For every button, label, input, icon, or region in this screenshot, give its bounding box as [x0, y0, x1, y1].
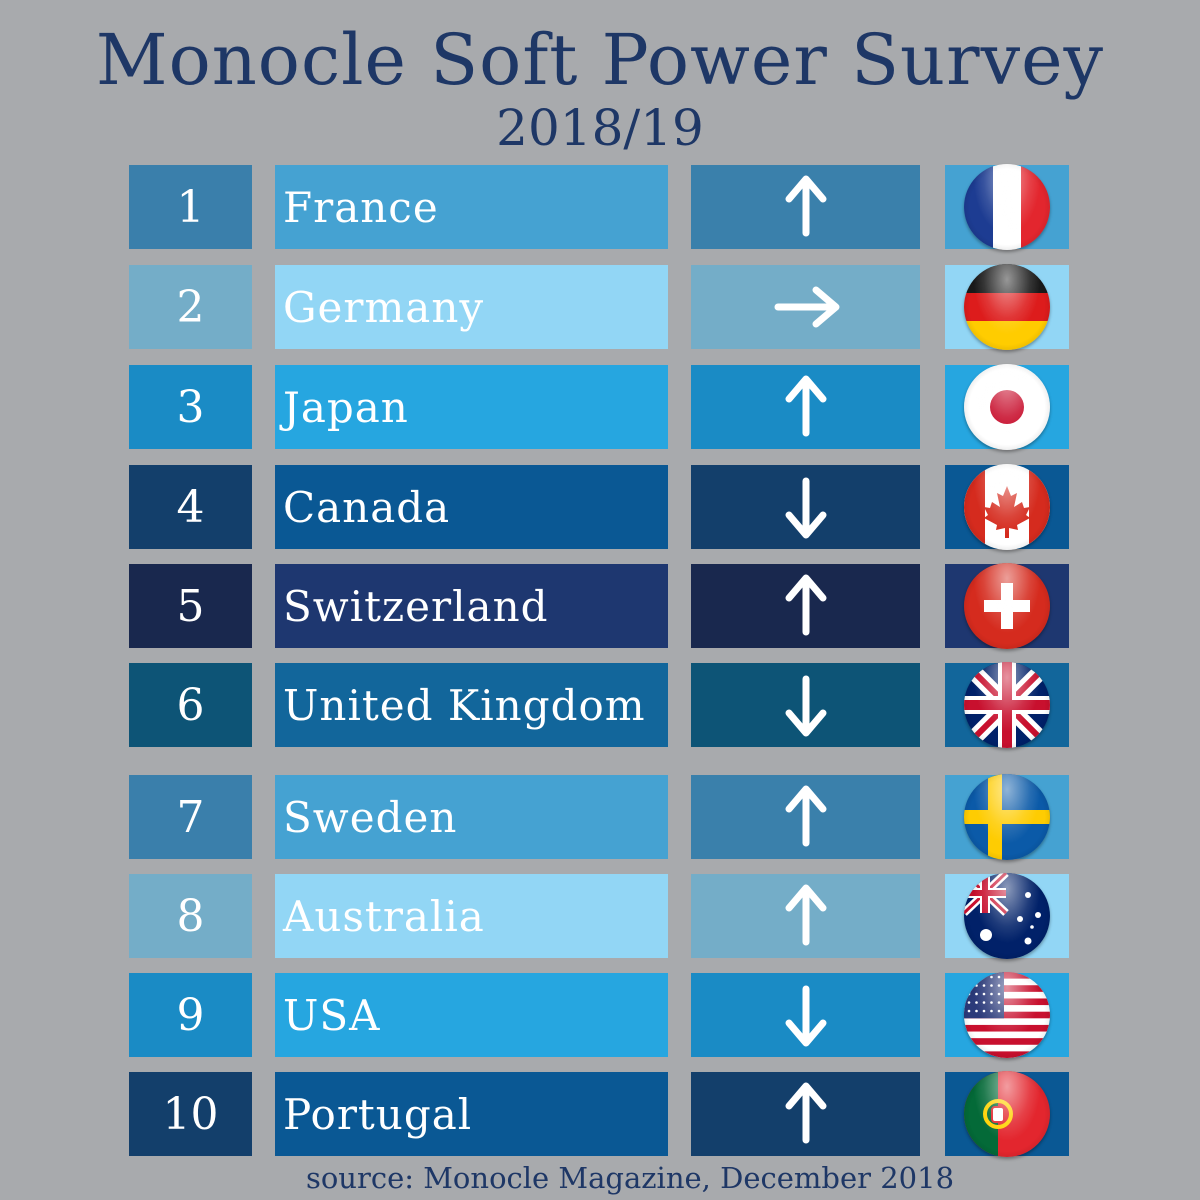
arrow-down-icon [785, 675, 826, 737]
flag-cell [945, 1071, 1069, 1157]
rank-cell: 3 [129, 365, 252, 449]
arrow-down-icon [785, 985, 826, 1047]
trend-cell [691, 365, 920, 449]
trend-cell [691, 663, 920, 747]
trend-cell [691, 874, 920, 958]
arrow-right-icon [774, 286, 839, 328]
trend-cell [691, 1072, 920, 1156]
arrow-up-icon [785, 175, 826, 237]
flag-cell [945, 563, 1069, 649]
rank-cell: 7 [129, 775, 252, 859]
table-row: 2 Germany [0, 264, 1200, 350]
table-row: 9 USA [0, 972, 1200, 1058]
country-name-cell: Portugal [275, 1072, 668, 1156]
rank-cell: 2 [129, 265, 252, 349]
rank-cell: 9 [129, 973, 252, 1057]
table-row: 5 Switzerland [0, 563, 1200, 649]
country-name-cell: Japan [275, 365, 668, 449]
germany-flag-icon [964, 264, 1050, 350]
arrow-up-icon [785, 1082, 826, 1144]
flag-cell [945, 364, 1069, 450]
chart-title: Monocle Soft Power Survey [95, 19, 1105, 101]
arrow-up-icon [785, 884, 826, 946]
source-note: source: Monocle Magazine, December 2018 [305, 1161, 955, 1195]
flag-cell [945, 164, 1069, 250]
arrow-up-icon [785, 574, 826, 636]
rank-cell: 4 [129, 465, 252, 549]
country-name-cell: United Kingdom [275, 663, 668, 747]
table-row: 10 Portugal [0, 1071, 1200, 1157]
australia-flag-icon [964, 873, 1050, 959]
uk-flag-icon [964, 662, 1050, 748]
table-row: 1 France [0, 164, 1200, 250]
arrow-up-icon [785, 785, 826, 847]
usa-flag-icon [964, 972, 1050, 1058]
rank-cell: 6 [129, 663, 252, 747]
country-name-cell: France [275, 165, 668, 249]
country-name-cell: Australia [275, 874, 668, 958]
france-flag-icon [964, 164, 1050, 250]
table-row: 7 Sweden [0, 774, 1200, 860]
canada-flag-icon [964, 464, 1050, 550]
country-name-cell: USA [275, 973, 668, 1057]
country-name-cell: Sweden [275, 775, 668, 859]
country-name-cell: Germany [275, 265, 668, 349]
country-name-cell: Switzerland [275, 564, 668, 648]
trend-cell [691, 465, 920, 549]
arrow-down-icon [785, 477, 826, 539]
rank-cell: 1 [129, 165, 252, 249]
rank-cell: 5 [129, 564, 252, 648]
arrow-up-icon [785, 375, 826, 437]
trend-cell [691, 165, 920, 249]
table-row: 3 Japan [0, 364, 1200, 450]
trend-cell [691, 973, 920, 1057]
trend-cell [691, 265, 920, 349]
flag-cell [945, 464, 1069, 550]
trend-cell [691, 775, 920, 859]
flag-cell [945, 264, 1069, 350]
japan-flag-icon [964, 364, 1050, 450]
flag-cell [945, 774, 1069, 860]
trend-cell [691, 564, 920, 648]
table-row: 6 United Kingdom [0, 662, 1200, 748]
country-name-cell: Canada [275, 465, 668, 549]
table-row: 4 Canada [0, 464, 1200, 550]
chart-subtitle: 2018/19 [496, 99, 704, 157]
rank-cell: 10 [129, 1072, 252, 1156]
switzerland-flag-icon [964, 563, 1050, 649]
flag-cell [945, 662, 1069, 748]
sweden-flag-icon [964, 774, 1050, 860]
table-row: 8 Australia [0, 873, 1200, 959]
flag-cell [945, 972, 1069, 1058]
portugal-flag-icon [964, 1071, 1050, 1157]
rank-cell: 8 [129, 874, 252, 958]
flag-cell [945, 873, 1069, 959]
